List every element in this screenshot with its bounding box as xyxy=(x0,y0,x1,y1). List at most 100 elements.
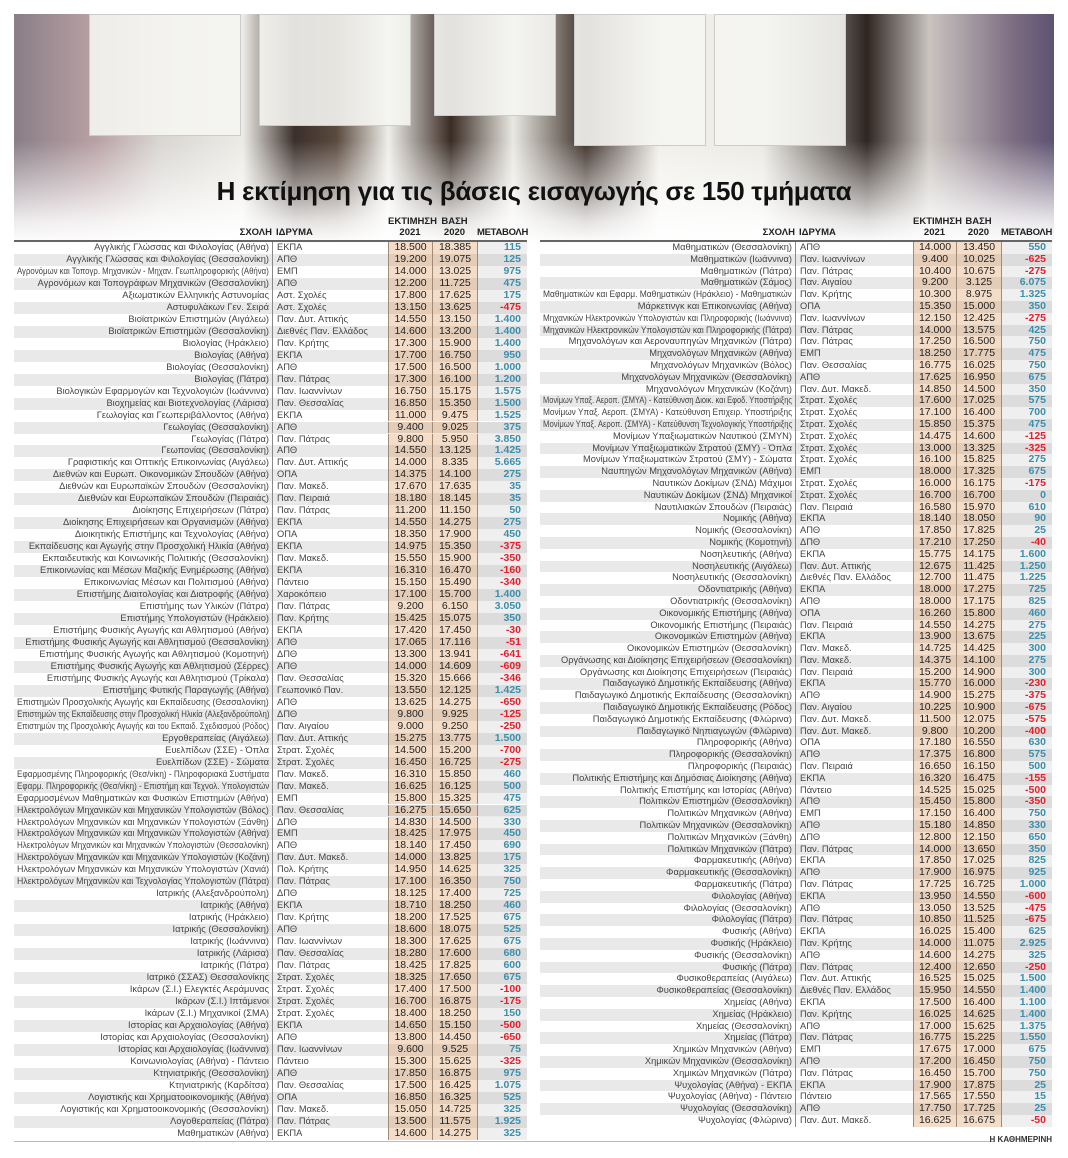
institution: Παν. Δυτ. Αττικής xyxy=(795,560,913,573)
school-name: Διοίκησης Επιχειρήσεων (Πάτρα) xyxy=(132,505,269,516)
change: 460 xyxy=(477,899,527,913)
institution: Παν. Δυτ. Μακεδ. xyxy=(795,1114,913,1127)
table-row: Φαρμακευτικής (Αθήνα) ΕΚΠΑ 17.850 17.025 825 xyxy=(540,855,1052,868)
change: -600 xyxy=(1001,890,1052,903)
estimate-2021: 13.300 xyxy=(388,648,432,661)
base-2020: 15.350 xyxy=(432,540,477,554)
change: -609 xyxy=(477,660,527,673)
change: 750 xyxy=(1001,1067,1052,1080)
base-2020: 11.525 xyxy=(956,914,1001,927)
school-name: Φαρμακευτικής (Θεσσαλονίκη) xyxy=(666,867,792,878)
school-name: Αγρονόμων και Τοπογράφων Μηχανικών (Θεσσ… xyxy=(37,277,269,288)
school-name: Διεθνών και Ευρωπαϊκών Σπουδών (Πειραιάς… xyxy=(78,493,269,504)
school-name: Γεωπονίας (Θεσσαλονίκη) xyxy=(161,445,269,456)
estimate-2021: 16.450 xyxy=(913,1067,956,1080)
base-2020: 15.900 xyxy=(432,337,477,350)
table-row: Φυσικής (Θεσσαλονίκη) ΑΠΘ 14.600 14.275 325 xyxy=(540,949,1052,962)
school-name: Ιστορίας και Αρχαιολογίας (Αθήνα) xyxy=(127,1019,269,1030)
base-2020: 10.675 xyxy=(956,265,1001,278)
estimate-2021: 15.775 xyxy=(913,548,956,561)
header-base: ΒΑΣΗ 2020 xyxy=(441,216,468,238)
institution: ΑΠΘ xyxy=(272,361,388,374)
estimate-2021: 13.150 xyxy=(388,301,432,314)
change: -40 xyxy=(1001,536,1052,549)
table-row: Επιστημών Προσχολικής Αγωγής και Εκπαίδε… xyxy=(14,696,527,709)
estimate-2021: 17.800 xyxy=(388,289,432,302)
table-row: Ναυτιλιακών Σπουδών (Πειραιάς) Παν. Πειρα… xyxy=(540,501,1052,514)
change: 450 xyxy=(477,528,527,542)
base-2020: 15.650 xyxy=(432,804,477,817)
base-2020: 13.325 xyxy=(956,442,1001,455)
estimate-2021: 18.400 xyxy=(388,1007,432,1020)
institution: ΕΚΠΑ xyxy=(795,678,913,691)
change: 1.100 xyxy=(1001,996,1052,1009)
estimate-2021: 14.900 xyxy=(913,689,956,703)
estimate-2021: 18.425 xyxy=(388,959,432,973)
school-name: Οδοντιατρικής (Αθήνα) xyxy=(697,584,792,595)
school-name: Ηλεκτρολόγων Μηχανικών και Μηχανικών Υπο… xyxy=(16,864,269,875)
estimate-2021: 17.065 xyxy=(388,636,432,649)
estimate-2021: 18.425 xyxy=(388,828,432,841)
change: 225 xyxy=(1001,630,1052,644)
institution: Παν. Πάτρας xyxy=(795,843,913,856)
table-row: Ιατρικής (Θεσσαλονίκη) ΑΠΘ 18.600 18.075 525 xyxy=(14,923,527,937)
base-2020: 15.490 xyxy=(432,576,477,590)
institution: ΑΠΘ xyxy=(272,253,388,266)
estimate-2021: 17.675 xyxy=(913,1043,956,1057)
change: 35 xyxy=(477,492,527,506)
institution: Παν. Πειραιά xyxy=(272,493,388,506)
base-2020: 15.175 xyxy=(432,385,477,398)
estimate-2021: 9.800 xyxy=(388,708,432,721)
change: -375 xyxy=(1001,689,1052,703)
estimate-2021: 18.125 xyxy=(388,887,432,901)
institution: ΕΚΠΑ xyxy=(795,997,913,1009)
school-name: Φιλολογίας (Αθήνα) xyxy=(711,890,792,901)
estimate-2021: 17.700 xyxy=(388,349,432,362)
base-2020: 15.700 xyxy=(956,1067,1001,1080)
change: 90 xyxy=(1001,512,1052,526)
base-2020: 13.150 xyxy=(432,313,477,326)
table-row: Παιδαγωγικό Δημοτικής Εκπαίδευσης (Αθήνα… xyxy=(540,678,1052,691)
base-2020: 17.025 xyxy=(956,855,1001,868)
change: 550 xyxy=(1001,241,1052,254)
table-row: Αγγλικής Γλώσσας και Φιλολογίας (Θεσσαλο… xyxy=(14,253,527,266)
results-sheet xyxy=(259,14,411,126)
institution: ΑΠΘ xyxy=(272,1031,388,1044)
table-row: Εργοθεραπείας (Αιγάλεω) Παν. Δυτ. Αττικής… xyxy=(14,732,527,745)
table-row: Ιατρικής (Ιωάννινα) Παν. Ιωαννίνων 18.300 1… xyxy=(14,935,527,949)
institution: Παν. Δυτ. Μακεδ. xyxy=(795,383,913,396)
school-name: Οικονομικών Επιστημών (Αθήνα) xyxy=(654,631,792,642)
estimate-2021: 18.600 xyxy=(388,923,432,937)
header-school: ΣΧΟΛΗ xyxy=(239,227,272,238)
estimate-2021: 16.750 xyxy=(388,385,432,398)
estimate-2021: 14.550 xyxy=(388,445,432,458)
institution: Γεωπονικό Παν. xyxy=(272,684,388,697)
school-name: Μαθηματικών (Σάμος) xyxy=(700,277,792,288)
base-2020: 18.250 xyxy=(432,899,477,913)
institution: Παν. Δυτ. Αττικής xyxy=(272,732,388,745)
school-name: Βιοϊατρικών Επιστημών (Αιγάλεω) xyxy=(128,313,269,324)
school-name: Ιατρικής (Αλεξανδρούπολη) xyxy=(156,888,269,899)
institution: ΑΠΘ xyxy=(272,840,388,853)
base-2020: 16.175 xyxy=(956,477,1001,490)
school-name: Φυσικοθεραπείας (Αιγάλεω) xyxy=(676,973,792,984)
change: 500 xyxy=(477,780,527,793)
table-row: Γεωπονίας (Θεσσαλονίκη) ΑΠΘ 14.550 13.125 1.… xyxy=(14,445,527,458)
change: 975 xyxy=(477,1067,527,1080)
school-name: Μηχανικών Ηλεκτρονικών Υπολογιστών και Π… xyxy=(543,324,792,335)
institution: Παν. Μακεδ. xyxy=(272,481,388,494)
table-row: Μονίμων Υπαξ. Αεροπ. (ΣΜΥΑ) - Κατεύθυνση… xyxy=(540,394,1052,408)
institution: Παν. Μακεδ. xyxy=(272,780,388,793)
institution: Παν. Αιγαίου xyxy=(795,277,913,290)
change: -160 xyxy=(477,564,527,578)
institution: Παν. Ιωαννίνων xyxy=(272,936,388,949)
institution: ΑΠΘ xyxy=(795,242,913,254)
estimate-2021: 15.550 xyxy=(388,552,432,566)
estimate-2021: 13.550 xyxy=(388,684,432,697)
estimate-2021: 15.180 xyxy=(913,819,956,832)
estimate-2021: 17.180 xyxy=(913,737,956,750)
school-name: Βιοϊατρικών Επιστημών (Θεσσαλονίκη) xyxy=(108,325,269,336)
base-2020: 15.800 xyxy=(956,796,1001,809)
estimate-2021: 15.800 xyxy=(388,792,432,805)
school-name: Βιοχημείας και Βιοτεχνολογίας (Λάρισα) xyxy=(106,397,269,408)
